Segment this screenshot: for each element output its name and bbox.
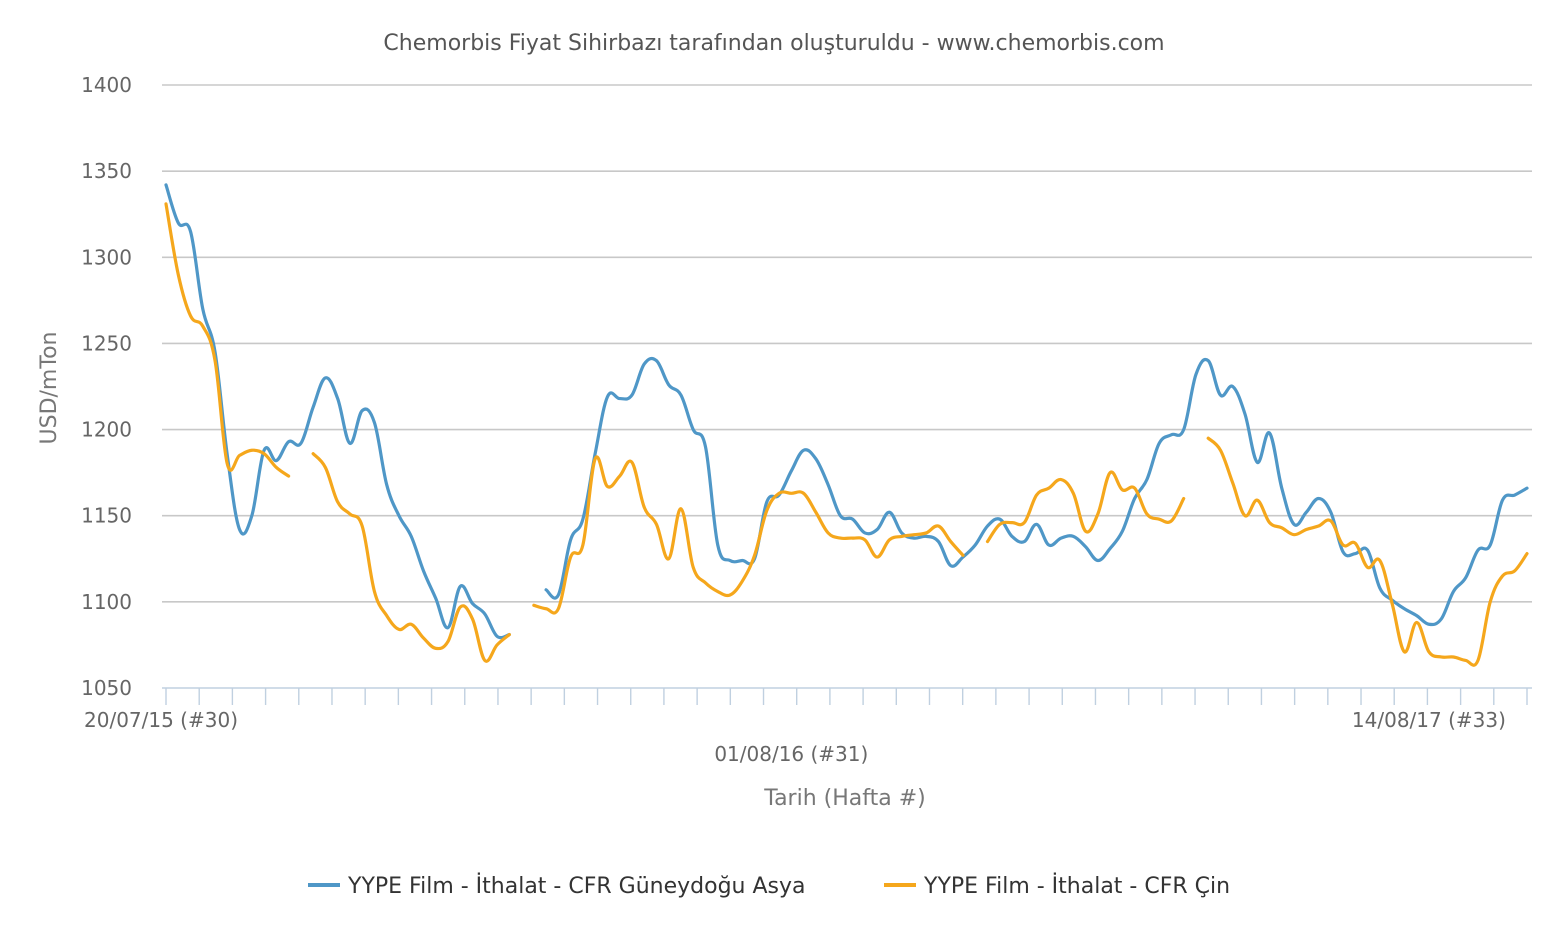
y-tick-label: 1350 [81, 159, 132, 183]
series-layer [164, 183, 1529, 667]
y-tick-label: 1200 [81, 418, 132, 442]
legend-label-asya: YYPE Film - İthalat - CFR Güneydoğu Asya [347, 873, 805, 899]
series-1-line[interactable] [1206, 436, 1529, 667]
chart-title: Chemorbis Fiyat Sihirbazı tarafından olu… [383, 31, 1164, 56]
series-0-line[interactable] [164, 183, 511, 640]
y-tick-label: 1150 [81, 504, 132, 528]
y-tick-label: 1100 [81, 590, 132, 614]
y-tick-label: 1300 [81, 245, 132, 269]
series-1-line[interactable] [532, 455, 965, 615]
x-axis: 20/07/15 (#30) 01/08/16 (#31) 14/08/17 (#3… [84, 687, 1532, 766]
x-tick-label: 14/08/17 (#33) [1352, 708, 1506, 732]
y-axis-ticks: 1050 1100 1150 1200 1250 1300 1350 1400 [81, 73, 132, 700]
series-1-line[interactable] [311, 452, 511, 663]
series-1-line[interactable] [985, 470, 1186, 544]
series-0-line[interactable] [544, 356, 1529, 627]
legend-label-cin: YYPE Film - İthalat - CFR Çin [923, 873, 1230, 899]
y-tick-label: 1400 [81, 73, 132, 97]
series-1-line[interactable] [164, 202, 291, 478]
y-tick-label: 1250 [81, 331, 132, 355]
x-tick-label: 01/08/16 (#31) [714, 742, 868, 766]
x-tick-label: 20/07/15 (#30) [84, 708, 238, 732]
y-tick-label: 1050 [81, 676, 132, 700]
legend-item-asya[interactable]: YYPE Film - İthalat - CFR Güneydoğu Asya [308, 873, 805, 899]
grid-lines [162, 84, 1532, 603]
y-axis-title: USD/mTon [37, 332, 62, 445]
series-1 [164, 202, 1529, 667]
x-axis-title: Tarih (Hafta #) [763, 786, 925, 811]
legend-item-cin[interactable]: YYPE Film - İthalat - CFR Çin [884, 873, 1230, 899]
legend: YYPE Film - İthalat - CFR Güneydoğu Asya… [308, 873, 1230, 899]
